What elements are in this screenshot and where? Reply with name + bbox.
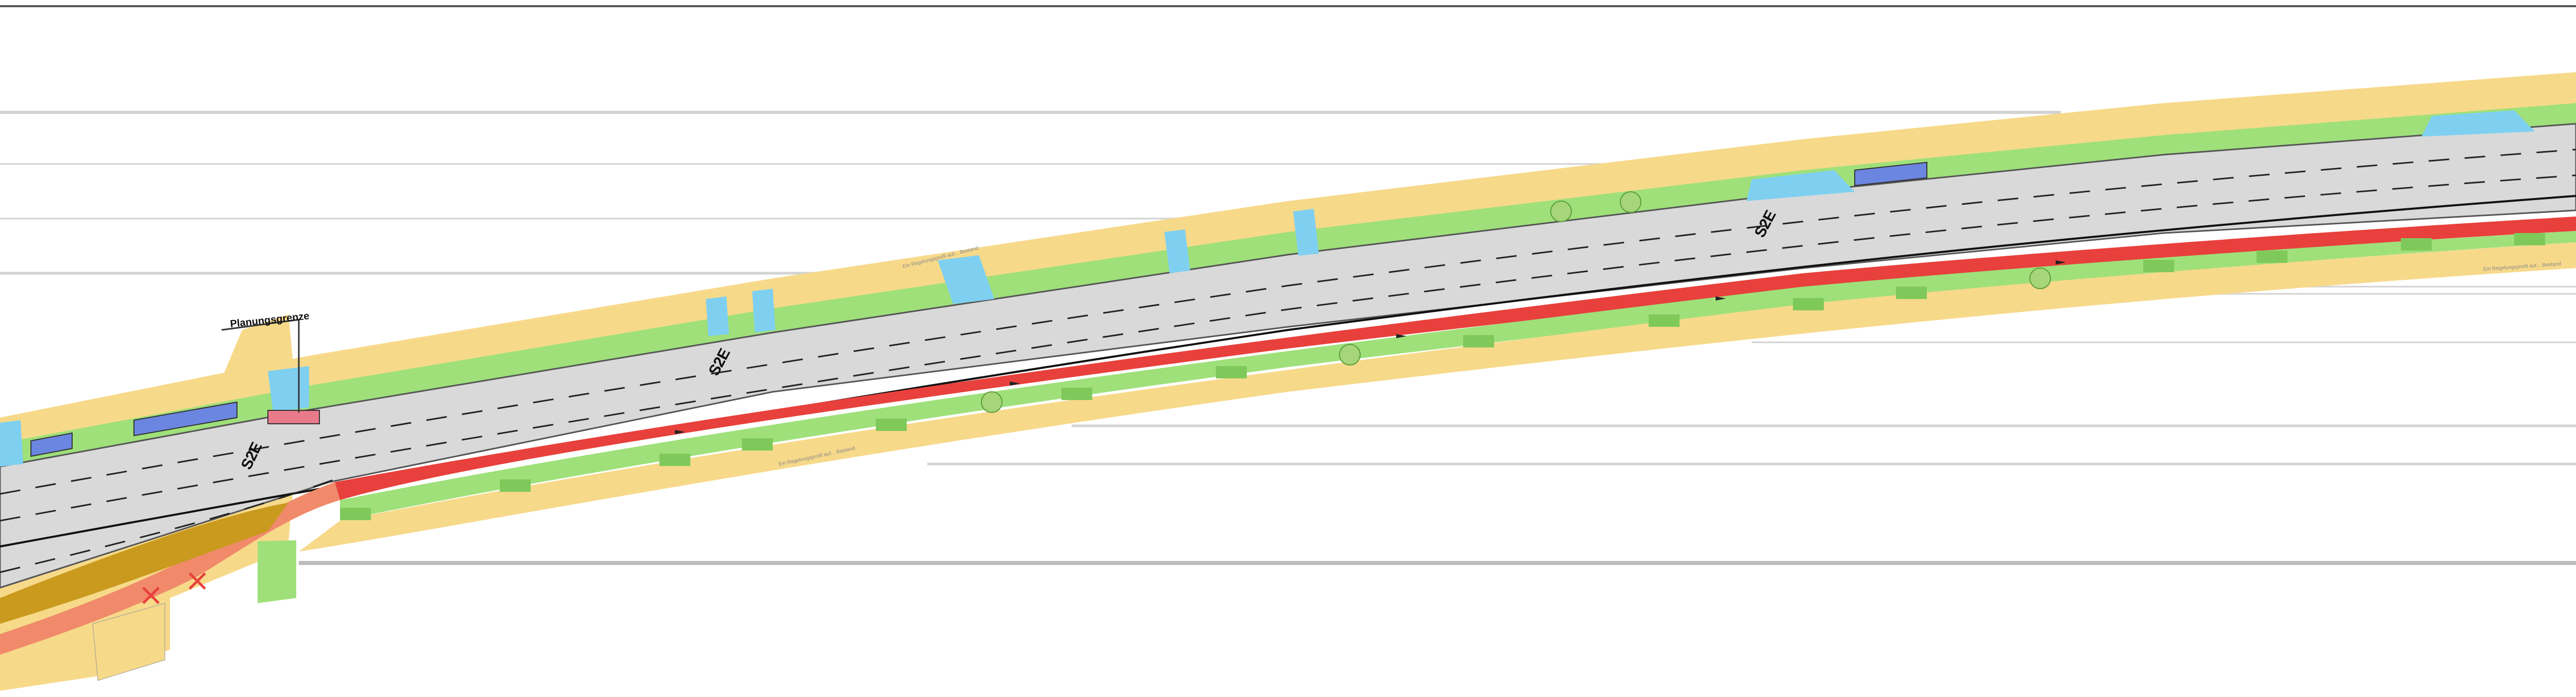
tree-icon (1620, 191, 1641, 213)
cross-icon (189, 572, 206, 590)
tree-icon (981, 391, 1003, 413)
arrow-icon (2056, 260, 2066, 264)
arrow-icon (1396, 334, 1406, 338)
curb-strip (0, 503, 289, 624)
arrow-icon (1716, 296, 1726, 301)
tree-icon (1550, 201, 1572, 222)
removal-markers (142, 572, 206, 604)
tree-icon (2029, 268, 2051, 289)
north-verge (0, 103, 2576, 467)
south-shoulder (299, 242, 2576, 552)
water-crossings (0, 110, 2535, 467)
planning-boundary-line (221, 319, 300, 412)
arrow-icon (675, 430, 685, 434)
crosswalk-marker (267, 410, 320, 424)
arrow-icon (1010, 381, 1020, 386)
tree-icon (1339, 344, 1361, 366)
south-planting-blocks (340, 233, 2545, 520)
main-road (0, 123, 2576, 589)
direction-arrows (675, 260, 2066, 434)
cross-icon (142, 587, 160, 604)
trees (981, 191, 2051, 413)
left-green-patch (258, 540, 296, 603)
parking-bays (30, 161, 1927, 457)
